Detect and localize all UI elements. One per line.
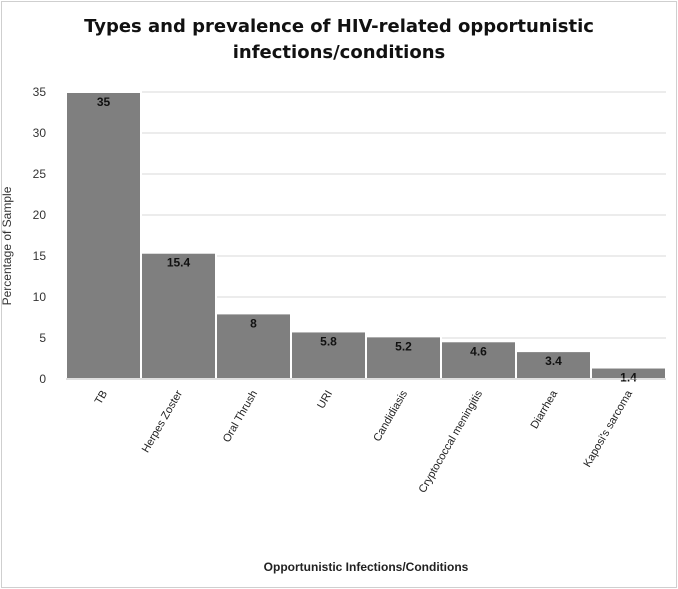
data-label: 3.4 — [545, 354, 562, 368]
category-label: URI — [315, 389, 335, 411]
category-label: Oral Thrush — [221, 389, 260, 445]
category-label: Candidiasis — [371, 388, 410, 444]
chart-title-line-1: Types and prevalence of HIV-related oppo… — [84, 16, 594, 37]
category-label: Kaposi's sarcoma — [581, 388, 635, 470]
chart-title: Types and prevalence of HIV-related oppo… — [0, 14, 678, 66]
y-tick-label: 5 — [39, 331, 46, 345]
y-tick-label: 35 — [33, 85, 47, 99]
bar — [440, 340, 517, 380]
data-label: 35 — [97, 95, 111, 109]
y-tick-label: 30 — [33, 126, 47, 140]
data-label: 5.8 — [320, 334, 337, 348]
y-tick-label: 20 — [33, 208, 47, 222]
y-tick-label: 15 — [33, 249, 47, 263]
bar — [140, 251, 217, 380]
y-tick-label: 25 — [33, 167, 47, 181]
bar — [65, 91, 142, 380]
bar — [215, 312, 292, 380]
y-tick-label: 0 — [39, 372, 46, 386]
x-axis-label: Opportunistic Infections/Conditions — [263, 560, 469, 574]
category-label: TB — [93, 389, 110, 407]
data-label: 8 — [250, 316, 257, 330]
category-label: Herpes Zoster — [140, 388, 185, 455]
data-label: 15.4 — [167, 256, 191, 270]
bar — [365, 335, 442, 380]
data-label: 4.6 — [470, 344, 487, 358]
data-label: 1.4 — [620, 371, 637, 385]
chart-title-line-2: infections/conditions — [232, 42, 446, 63]
y-tick-label: 10 — [33, 290, 47, 304]
category-label: Diarrhea — [529, 388, 561, 431]
data-label: 5.2 — [395, 339, 412, 353]
category-label: Cryptococcal meningitis — [417, 388, 486, 495]
